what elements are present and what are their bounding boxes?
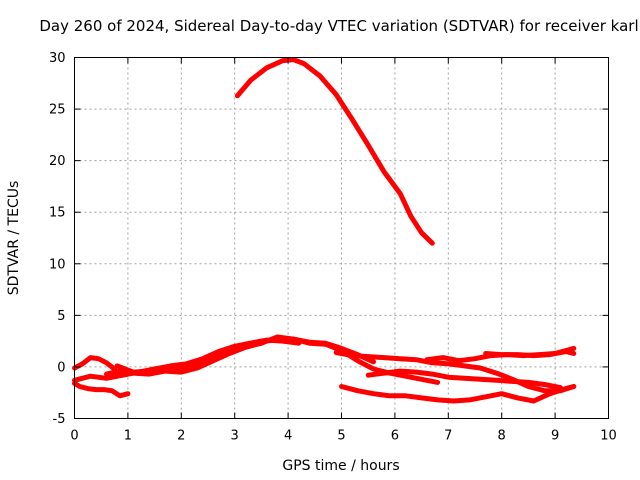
series-line-arc-b xyxy=(72,380,131,399)
y-tick-label: 5 xyxy=(57,309,65,324)
series-line-arc-j xyxy=(483,349,577,359)
x-tick-label: 8 xyxy=(498,429,506,444)
y-tick-label: 20 xyxy=(49,154,66,169)
y-tick-label: 10 xyxy=(49,257,66,272)
x-tick-label: 4 xyxy=(284,429,292,444)
y-tick-label: 25 xyxy=(49,103,66,118)
x-tick-label: 9 xyxy=(551,429,559,444)
series-group xyxy=(72,57,577,404)
series-line-arc-h xyxy=(339,384,577,404)
y-axis-label: SDTVAR / TECUs xyxy=(6,181,22,296)
series-line-arc-high xyxy=(234,57,435,246)
y-tick-label: 30 xyxy=(49,51,66,66)
x-tick-label: 1 xyxy=(124,429,132,444)
x-axis-label: GPS time / hours xyxy=(282,458,399,474)
x-tick-label: 3 xyxy=(231,429,239,444)
x-tick-label: 5 xyxy=(337,429,345,444)
x-tick-label: 2 xyxy=(177,429,185,444)
y-tick-label: 0 xyxy=(57,360,65,375)
series-line-arc-e xyxy=(114,336,441,385)
series-line-arc-g xyxy=(365,368,563,391)
x-tick-label: 10 xyxy=(600,429,617,444)
x-tick-label: 0 xyxy=(70,429,78,444)
ticks: 0 1 2 3 4 5 6 7 8 9 10 -5 0 5 10 15 20 25 30 xyxy=(49,51,617,444)
series-line-arc-f xyxy=(333,350,577,394)
x-tick-label: 6 xyxy=(391,429,399,444)
chart-title: Day 260 of 2024, Sidereal Day-to-day VTE… xyxy=(39,17,638,35)
x-tick-label: 7 xyxy=(444,429,452,444)
y-tick-label: 15 xyxy=(49,206,66,221)
y-tick-label: -5 xyxy=(53,412,66,427)
grid xyxy=(74,57,609,419)
series-line-arc-a xyxy=(72,355,117,372)
